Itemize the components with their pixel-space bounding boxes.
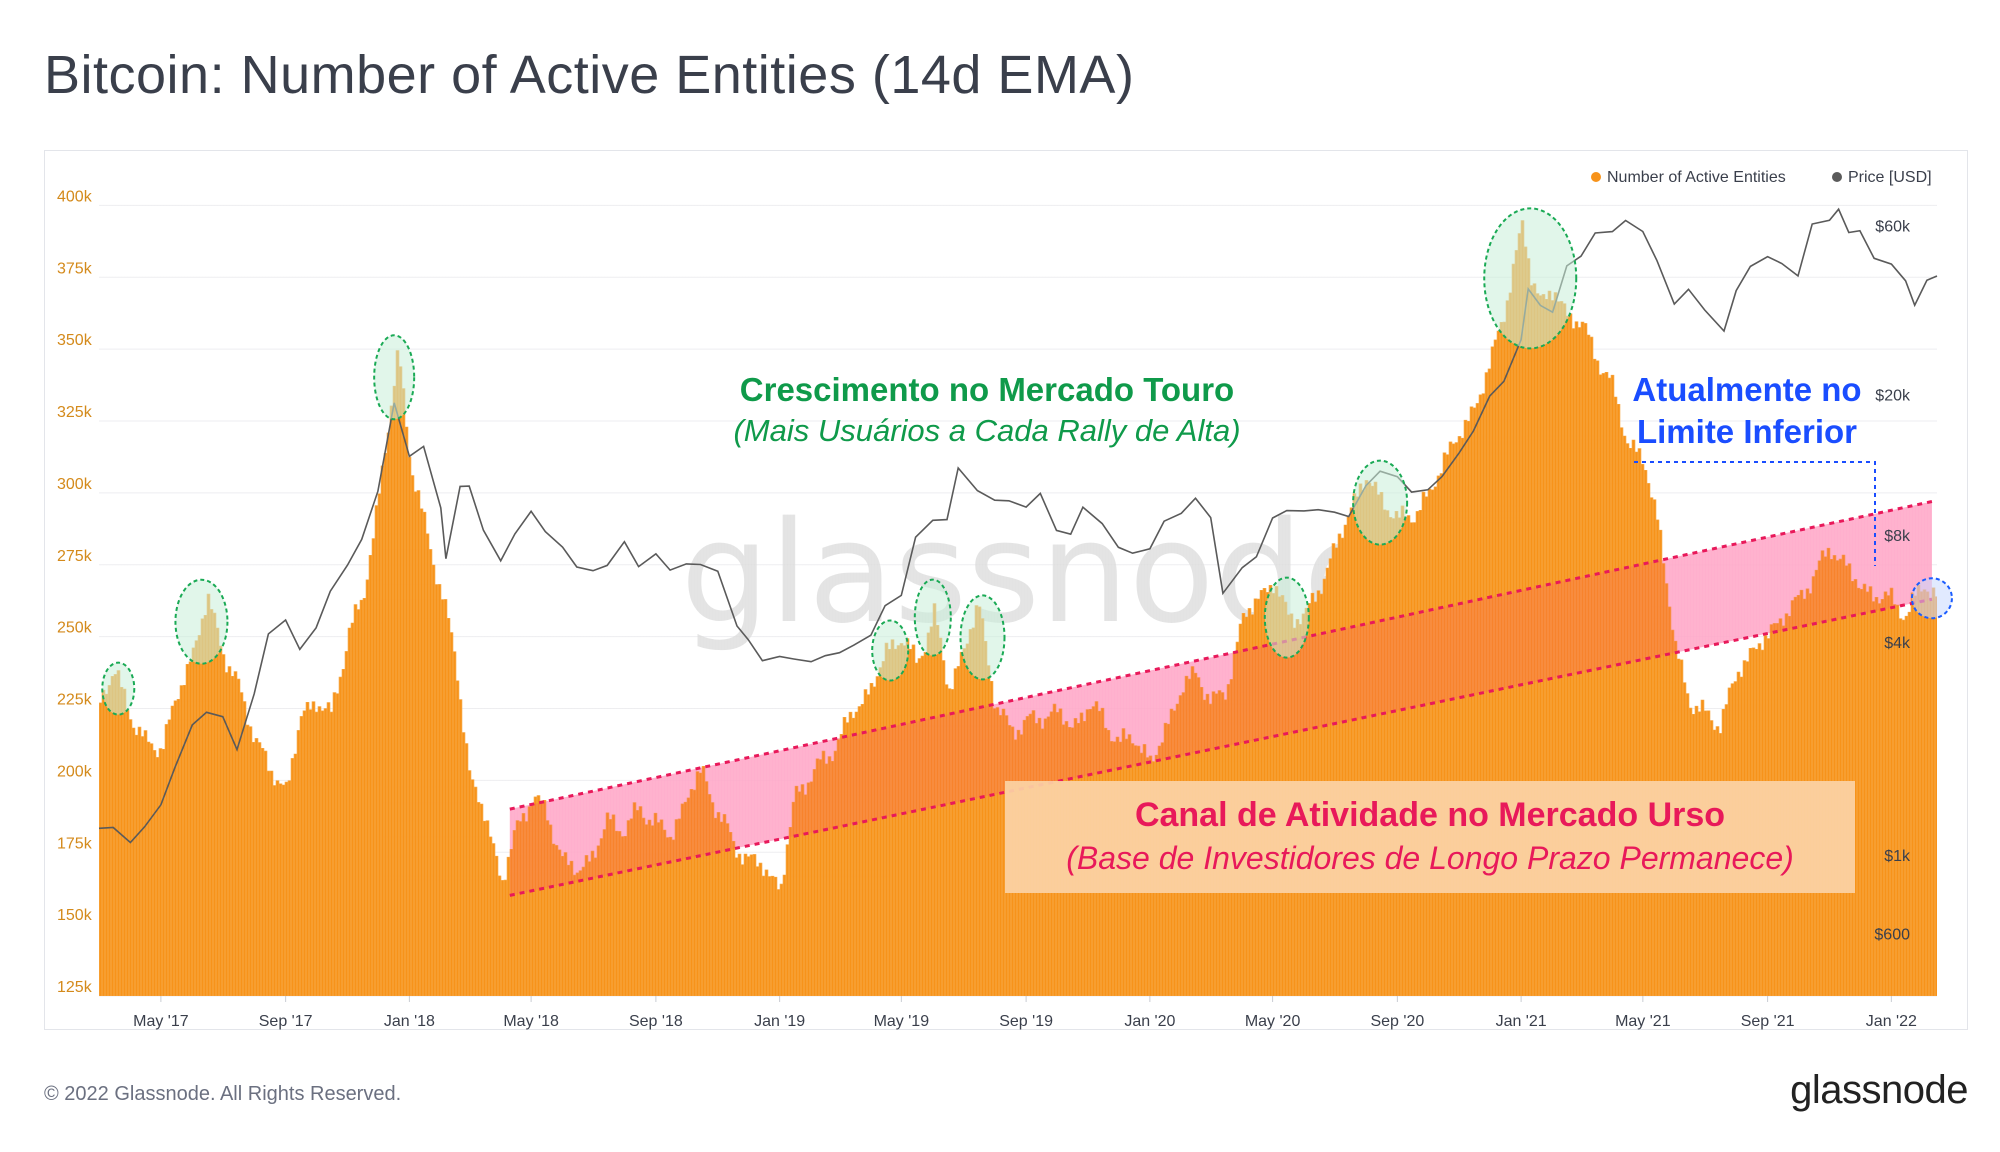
x-tick-label: Sep '18 (629, 1013, 683, 1030)
x-tick-label: Sep '19 (999, 1013, 1053, 1030)
chart-canvas: glassnode 125k150k175k200k225k250k275k30… (57, 169, 1953, 1030)
x-tick-label: May '17 (133, 1013, 189, 1030)
current-annotation-line2: Limite Inferior (1637, 413, 1857, 450)
x-tick-label: Jan '20 (1124, 1013, 1175, 1030)
bull-peak-circle (101, 661, 136, 716)
x-tick-label: Sep '17 (259, 1013, 313, 1030)
entities-stripes (99, 191, 1936, 996)
x-tick-label: Jan '21 (1496, 1013, 1547, 1030)
x-tick-label: May '20 (1245, 1013, 1301, 1030)
x-tick-label: Sep '21 (1741, 1013, 1795, 1030)
copyright: © 2022 Glassnode. All Rights Reserved. (44, 1083, 402, 1105)
y-right-tick-label: $4k (1884, 635, 1911, 652)
y-left-tick-label: 250k (57, 620, 93, 637)
current-level-circle (1910, 577, 1953, 620)
x-tick-label: Jan '22 (1866, 1013, 1917, 1030)
y-left-tick-label: 300k (57, 476, 93, 493)
x-tick-label: Sep '20 (1370, 1013, 1424, 1030)
y-right-tick-label: $600 (1874, 927, 1910, 944)
y-right-tick-label: $60k (1875, 218, 1911, 235)
y-left-tick-label: 350k (57, 332, 93, 349)
y-left-tick-label: 225k (57, 692, 93, 709)
y-left-tick-label: 175k (57, 835, 93, 852)
bull-peak-circle (871, 619, 910, 682)
bull-peak-circle (959, 594, 1006, 681)
x-tick-label: Jan '19 (754, 1013, 805, 1030)
x-tick-label: May '19 (874, 1013, 930, 1030)
y-left-tick-label: 400k (57, 188, 93, 205)
price-series (98, 207, 1938, 844)
bear-annotation-sub: (Base de Investidores de Longo Prazo Per… (1066, 840, 1794, 876)
bull-peak-circle (913, 578, 952, 657)
x-axis: May '17 Sep '17 Jan '18 May '18 Sep '18 Jan '… (133, 996, 1917, 1030)
y-left-tick-label: 275k (57, 548, 93, 565)
bear-annotation-title: Canal de Atividade no Mercado Urso (1135, 796, 1725, 834)
brand-logo: glassnode (1790, 1068, 1968, 1112)
y-right-tick-label: $20k (1875, 387, 1911, 404)
current-annotation-line1: Atualmente no (1632, 371, 1861, 408)
bull-annotation-sub: (Mais Usuários a Cada Rally de Alta) (733, 413, 1240, 448)
bull-peak-circle (373, 334, 416, 421)
legend-entities-dot (1591, 172, 1601, 182)
bull-peak-circle (174, 578, 229, 665)
legend-price-dot (1832, 172, 1842, 182)
x-tick-label: May '21 (1615, 1013, 1671, 1030)
legend: Number of Active Entities Price [USD] (1591, 169, 1932, 186)
chart-title: Bitcoin: Number of Active Entities (14d … (44, 45, 1135, 105)
y-axis-right: $600 $1k $4k $8k $20k $60k (1874, 218, 1911, 943)
y-left-tick-label: 150k (57, 907, 93, 924)
y-left-tick-label: 375k (57, 260, 93, 277)
y-right-tick-label: $8k (1884, 528, 1911, 545)
bull-peak-circle (1352, 459, 1409, 546)
current-annotation-connector (1634, 461, 1876, 566)
bull-annotation-title: Crescimento no Mercado Touro (740, 371, 1234, 408)
bear-channel-overlay (509, 501, 1932, 896)
bear-channel-lines (509, 500, 1933, 897)
y-axis-left: 125k 150k 175k 200k 225k 250k 275k 300k 325k 350k… (57, 188, 93, 996)
bull-peak-circle (1483, 207, 1578, 350)
peak-circles (101, 207, 1953, 716)
y-left-tick-label: 125k (57, 979, 93, 996)
x-tick-label: Jan '18 (384, 1013, 435, 1030)
y-left-tick-label: 325k (57, 404, 93, 421)
bear-channel-upper-line (509, 500, 1933, 811)
y-left-tick-label: 200k (57, 763, 93, 780)
legend-entities-label: Number of Active Entities (1607, 169, 1786, 186)
bear-channel-lower-line (509, 597, 1933, 897)
legend-price-label: Price [USD] (1848, 169, 1932, 186)
y-right-tick-label: $1k (1884, 848, 1911, 865)
bear-annotation-box (1005, 781, 1855, 893)
x-tick-label: May '18 (503, 1013, 559, 1030)
chart-panel: glassnode 125k150k175k200k225k250k275k30… (44, 150, 1968, 1030)
bull-peak-circle (1263, 576, 1310, 659)
